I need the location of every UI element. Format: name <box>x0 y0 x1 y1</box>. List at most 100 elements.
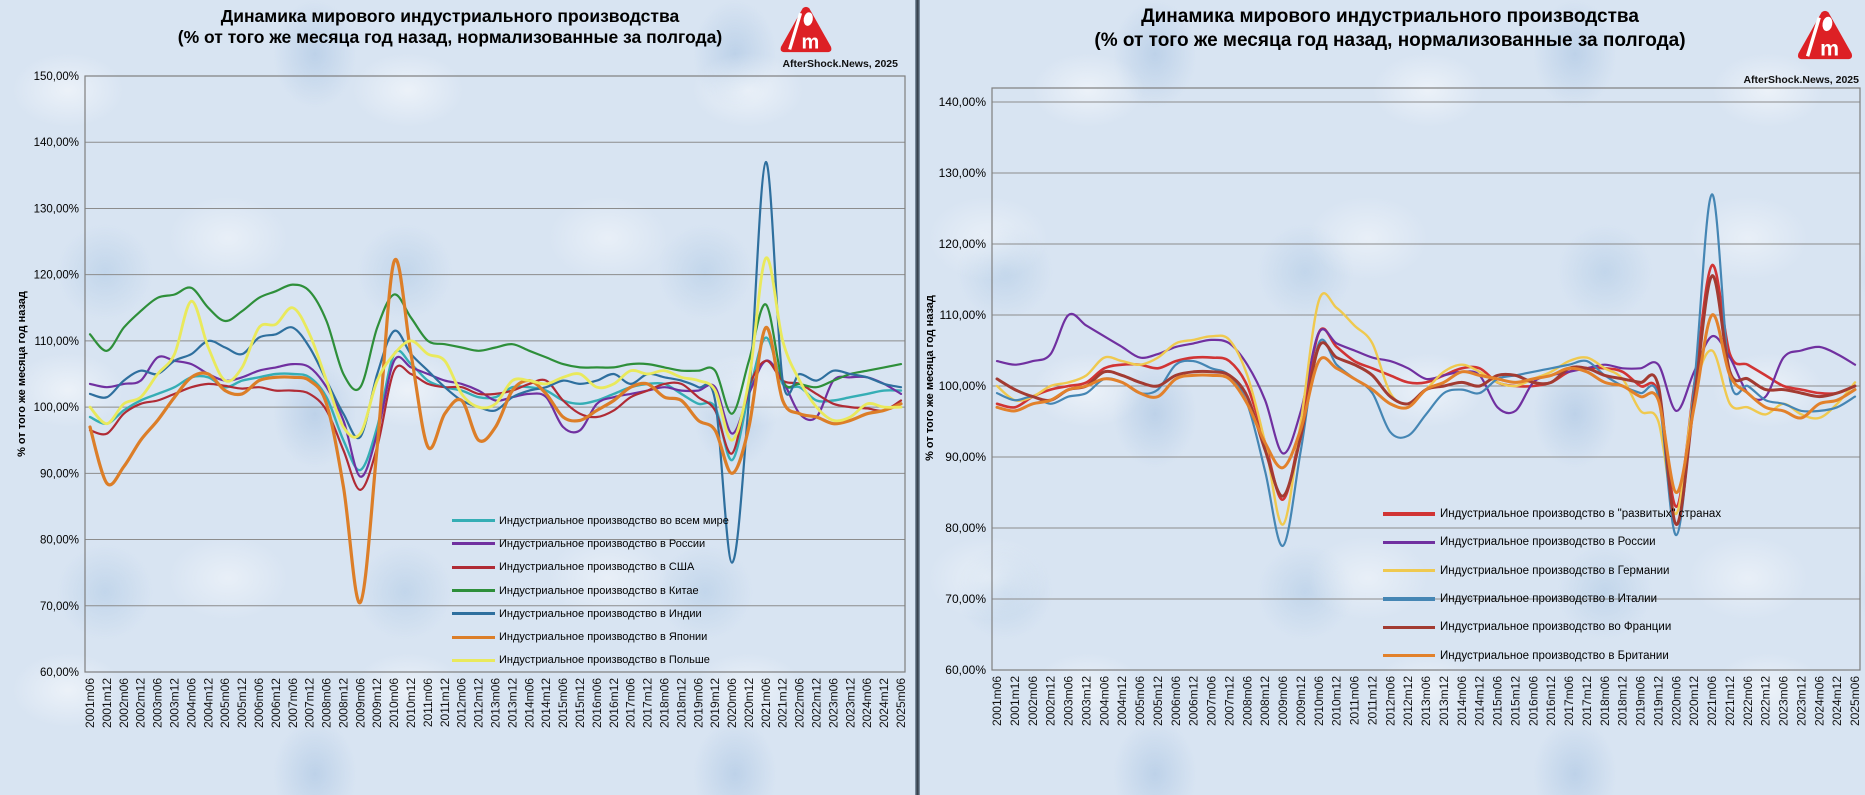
x-tick-label: 2004m12 <box>1115 676 1129 726</box>
x-tick-label: 2024m12 <box>1830 676 1844 726</box>
x-tick-label: 2011m06 <box>421 678 435 727</box>
legend-label: Индустриальное производство в России <box>1440 536 1656 549</box>
legend-label: Индустриальное производство во всем мире <box>499 514 729 527</box>
y-tick-label: 100,00% <box>34 402 79 414</box>
x-tick-label: 2002m12 <box>1044 676 1058 726</box>
x-tick-label: 2013m12 <box>1437 676 1451 726</box>
y-tick-label: 120,00% <box>34 270 79 282</box>
x-tick-label: 2012m12 <box>472 678 486 728</box>
x-tick-label: 2006m06 <box>252 678 266 728</box>
legend-item: Индустриальное производство в "развитых"… <box>1383 500 1721 528</box>
legend-label: Индустриальное производство в Германии <box>1440 564 1670 577</box>
x-tick-label: 2005m12 <box>1151 676 1165 726</box>
x-tick-label: 2013m06 <box>1419 676 1433 726</box>
x-tick-label: 2016m06 <box>1526 676 1540 726</box>
x-tick-label: 2020m06 <box>1669 676 1683 726</box>
legend-swatch <box>452 635 495 639</box>
right-chart-panel: 140,00% 130,00% 120,00% 110,00% 100,00% 90,00… <box>920 0 1865 795</box>
y-tick-label: 70,00% <box>945 592 986 606</box>
legend-label: Индустриальное производство в Китае <box>499 584 699 597</box>
series-line-3 <box>88 283 903 415</box>
legend-label: Индустриальное производство в Индии <box>499 607 702 620</box>
x-tick-label: 2001m06 <box>990 676 1004 726</box>
left-chart-plot: 150,00% 140,00% 130,00% 120,00% 110,00% 100,0… <box>34 71 908 728</box>
x-tick-label: 2011m06 <box>1348 676 1362 725</box>
plot-border <box>84 75 906 673</box>
x-tick-label: 2023m06 <box>1777 676 1791 726</box>
chart-legend: Индустриальное производство в "развитых"… <box>1383 500 1721 670</box>
x-tick-label: 2010m06 <box>387 678 401 728</box>
x-tick-label: 2021m06 <box>1705 676 1719 726</box>
legend-swatch <box>1383 568 1435 573</box>
x-tick-label: 2014m12 <box>539 678 553 728</box>
x-tick-label: 2001m06 <box>83 678 97 728</box>
x-tick-label: 2007m06 <box>286 678 300 728</box>
x-tick-label: 2008m12 <box>336 678 350 728</box>
x-tick-label: 2008m12 <box>1258 676 1272 726</box>
x-tick-label: 2010m12 <box>1330 676 1344 726</box>
x-tick-label: 2021m12 <box>776 678 790 728</box>
legend-item: Индустриальное производство в Польше <box>452 649 729 672</box>
x-tick-label: 2007m12 <box>1222 676 1236 726</box>
x-tick-label: 2004m06 <box>184 678 198 728</box>
x-tick-label: 2003m06 <box>1062 676 1076 726</box>
y-tick-label: 130,00% <box>939 166 987 180</box>
x-tick-label: 2023m12 <box>1794 676 1808 726</box>
aftershock-logo-icon: m <box>780 6 832 54</box>
x-tick-label: 2015m12 <box>1508 676 1522 726</box>
x-tick-label: 2010m06 <box>1312 676 1326 726</box>
svg-text:m: m <box>1820 36 1839 60</box>
x-tick-label: 2019m12 <box>708 678 722 728</box>
x-tick-label: 2002m06 <box>117 678 131 728</box>
aftershock-logo-icon: m <box>1797 10 1853 60</box>
x-tick-label: 2022m12 <box>1759 676 1773 726</box>
y-tick-label: 110,00% <box>34 336 79 348</box>
x-tick-label: 2022m06 <box>793 678 807 728</box>
x-tick-label: 2017m06 <box>624 678 638 728</box>
x-tick-label: 2018m12 <box>1616 676 1630 726</box>
legend-swatch <box>452 589 495 593</box>
y-tick-label: 60,00% <box>945 663 986 677</box>
legend-item: Индустриальное производство в России <box>452 532 729 555</box>
y-tick-label: 120,00% <box>939 237 987 251</box>
x-tick-label: 2022m06 <box>1741 676 1755 726</box>
x-tick-label: 2010m12 <box>404 678 418 728</box>
x-tick-label: 2001m12 <box>100 678 114 728</box>
series-line-4 <box>995 274 1857 527</box>
series-line-5 <box>88 257 903 605</box>
x-tick-label: 2019m12 <box>1651 676 1665 726</box>
panel-divider <box>915 0 920 795</box>
legend-label: Индустриальное производство в США <box>499 561 695 574</box>
plot-border <box>991 87 1861 671</box>
x-tick-label: 2013m06 <box>489 678 503 728</box>
x-tick-label: 2005m12 <box>235 678 249 728</box>
legend-item: Индустриальное производство во Франции <box>1383 613 1721 641</box>
legend-label: Индустриальное производство в России <box>499 537 706 550</box>
series-line-0 <box>88 336 903 472</box>
x-tick-label: 2025m06 <box>1848 676 1862 726</box>
x-tick-label: 2011m12 <box>1365 676 1379 725</box>
chart-title-line1: Динамика мирового индустриального произв… <box>1141 6 1639 27</box>
x-tick-label: 2012m06 <box>455 678 469 728</box>
x-tick-label: 2018m06 <box>1598 676 1612 726</box>
x-tick-label: 2014m06 <box>1455 676 1469 726</box>
legend-swatch <box>452 612 495 616</box>
x-tick-label: 2019m06 <box>1634 676 1648 726</box>
legend-item: Индустриальное производство в США <box>452 556 729 579</box>
x-tick-label: 2016m12 <box>1544 676 1558 726</box>
x-tick-label: 2006m12 <box>1187 676 1201 726</box>
x-tick-label: 2004m06 <box>1097 676 1111 726</box>
series-line-2 <box>88 359 903 491</box>
series-line-2 <box>995 292 1857 526</box>
x-tick-label: 2021m06 <box>759 678 773 728</box>
x-tick-label: 2018m12 <box>674 678 688 728</box>
x-tick-label: 2017m12 <box>641 678 655 728</box>
left-chart-panel: 150,00% 140,00% 130,00% 120,00% 110,00% 100,0… <box>0 0 916 795</box>
legend-swatch <box>452 565 495 569</box>
x-tick-label: 2004m12 <box>201 678 215 728</box>
legend-item: Индустриальное производство во всем мире <box>452 509 729 532</box>
legend-label: Индустриальное производство в Италии <box>1440 593 1658 606</box>
page-title: Динамика мирового индустриального произв… <box>55 6 845 48</box>
y-tick-label: 90,00% <box>40 468 79 480</box>
x-tick-label: 2006m12 <box>269 678 283 728</box>
